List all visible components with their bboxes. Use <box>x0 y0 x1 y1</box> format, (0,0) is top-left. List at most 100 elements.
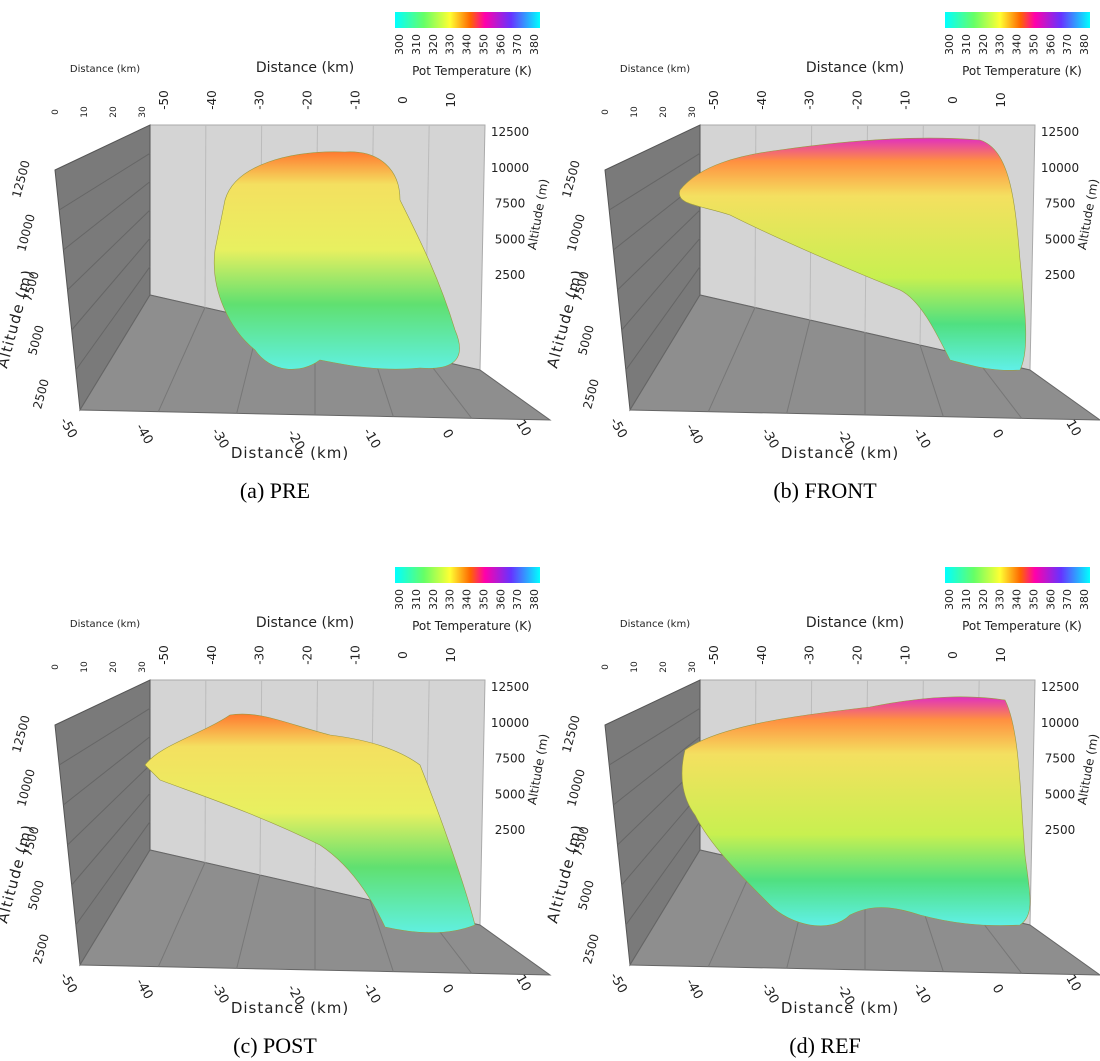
left-altitude-tick: 10000 <box>564 767 587 808</box>
top-distance-tick: -40 <box>755 645 769 665</box>
corner-tick: 20 <box>109 106 119 118</box>
left-altitude-tick: 10000 <box>14 212 37 253</box>
colorbar-tick: 350 <box>477 589 490 610</box>
corner-tick: 10 <box>630 106 640 118</box>
floor-grid <box>157 307 206 412</box>
bottom-distance-tick: -10 <box>360 426 384 452</box>
axis-label: Distance (km) <box>620 619 690 630</box>
axis-label: Distance (km) <box>806 60 904 76</box>
left-grid <box>625 266 701 371</box>
colorbar-label: Pot Temperature (K) <box>412 619 532 633</box>
left-grid <box>67 764 151 846</box>
top-distance-tick: 0 <box>946 651 960 659</box>
corner-tick: 30 <box>138 106 148 118</box>
colorbar-tick: 320 <box>977 34 990 55</box>
bottom-distance-tick: -10 <box>910 426 934 452</box>
colorbar-tick: 380 <box>1078 34 1091 55</box>
left-altitude-tick: 5000 <box>25 879 46 912</box>
colorbar-tick: 310 <box>960 34 973 55</box>
corner-tick: 0 <box>601 109 611 115</box>
axis-label: Distance (km) <box>231 999 349 1017</box>
axis-label: Distance (km) <box>70 619 140 630</box>
colorbar-tick: 330 <box>444 589 457 610</box>
right-altitude-tick: 7500 <box>495 752 526 766</box>
left-grid <box>608 707 701 766</box>
colorbar-tick: 370 <box>511 34 524 55</box>
colorbar <box>945 12 1090 28</box>
left-grid <box>617 209 701 291</box>
right-altitude-tick: 2500 <box>1045 823 1076 837</box>
right-altitude-tick: 10000 <box>491 716 529 730</box>
left-altitude-tick: 12500 <box>9 714 32 755</box>
left-altitude-tick: 5000 <box>575 324 596 357</box>
colorbar-tick: 310 <box>410 589 423 610</box>
left-grid <box>71 793 151 886</box>
left-altitude-tick: 2500 <box>580 932 601 965</box>
corner-tick: 0 <box>51 109 61 115</box>
left-altitude-tick: 2500 <box>30 932 51 965</box>
floor-grid <box>157 862 206 967</box>
axis-label: Distance (km) <box>781 999 899 1017</box>
caption: (c) POST <box>233 1033 317 1058</box>
bottom-distance-tick: 0 <box>989 982 1006 997</box>
corner-tick: 0 <box>601 664 611 670</box>
corner-tick: 30 <box>138 661 148 673</box>
caption: (b) FRONT <box>773 478 877 503</box>
bottom-distance-tick: -40 <box>132 421 156 447</box>
left-grid <box>71 238 151 331</box>
isosurface <box>681 696 1031 927</box>
top-distance-tick: -20 <box>851 645 865 665</box>
top-distance-tick: -30 <box>253 645 267 665</box>
colorbar-tick: 380 <box>528 589 541 610</box>
wall-grid <box>204 124 207 308</box>
floor-grid <box>707 307 756 412</box>
axis-label: Altitude (m) <box>1075 733 1100 806</box>
left-grid <box>67 209 151 291</box>
top-distance-tick: 10 <box>444 647 458 662</box>
floor-grid <box>369 899 394 972</box>
colorbar-tick: 370 <box>1061 34 1074 55</box>
colorbar-tick: 350 <box>1027 34 1040 55</box>
bottom-distance-tick: -30 <box>758 981 782 1007</box>
bottom-distance-tick: -30 <box>208 426 232 452</box>
left-grid <box>63 736 151 806</box>
axis-label: Distance (km) <box>256 60 354 76</box>
colorbar-tick: 360 <box>1044 34 1057 55</box>
colorbar-tick: 330 <box>994 34 1007 55</box>
right-altitude-tick: 2500 <box>1045 268 1076 282</box>
colorbar-label: Pot Temperature (K) <box>412 64 532 78</box>
corner-tick: 30 <box>688 661 698 673</box>
corner-tick: 20 <box>109 661 119 673</box>
top-distance-tick: -30 <box>803 645 817 665</box>
colorbar-tick: 300 <box>393 34 406 55</box>
right-altitude-tick: 2500 <box>495 268 526 282</box>
colorbar-tick: 350 <box>1027 589 1040 610</box>
bottom-distance-tick: -50 <box>606 415 630 441</box>
axis-label: Altitude (m) <box>1075 178 1100 251</box>
colorbar-tick: 330 <box>444 34 457 55</box>
left-grid <box>75 266 151 371</box>
colorbar-tick: 340 <box>461 34 474 55</box>
top-distance-tick: -20 <box>851 90 865 110</box>
colorbar-tick: 380 <box>1078 589 1091 610</box>
colorbar <box>395 567 540 583</box>
bottom-distance-tick: -40 <box>682 976 706 1002</box>
floor-grid <box>236 874 261 969</box>
bottom-distance-tick: -40 <box>132 976 156 1002</box>
right-altitude-tick: 5000 <box>495 232 526 246</box>
bottom-distance-tick: -10 <box>910 981 934 1007</box>
colorbar-tick: 320 <box>427 34 440 55</box>
colorbar-tick: 300 <box>393 589 406 610</box>
caption: (a) PRE <box>240 478 310 503</box>
right-altitude-tick: 5000 <box>1045 232 1076 246</box>
left-altitude-tick: 2500 <box>30 377 51 410</box>
left-grid <box>63 181 151 251</box>
right-altitude-tick: 2500 <box>495 823 526 837</box>
right-altitude-tick: 7500 <box>1045 752 1076 766</box>
corner-tick: 10 <box>80 661 90 673</box>
bottom-distance-tick: -50 <box>56 415 80 441</box>
right-altitude-tick: 10000 <box>491 161 529 175</box>
